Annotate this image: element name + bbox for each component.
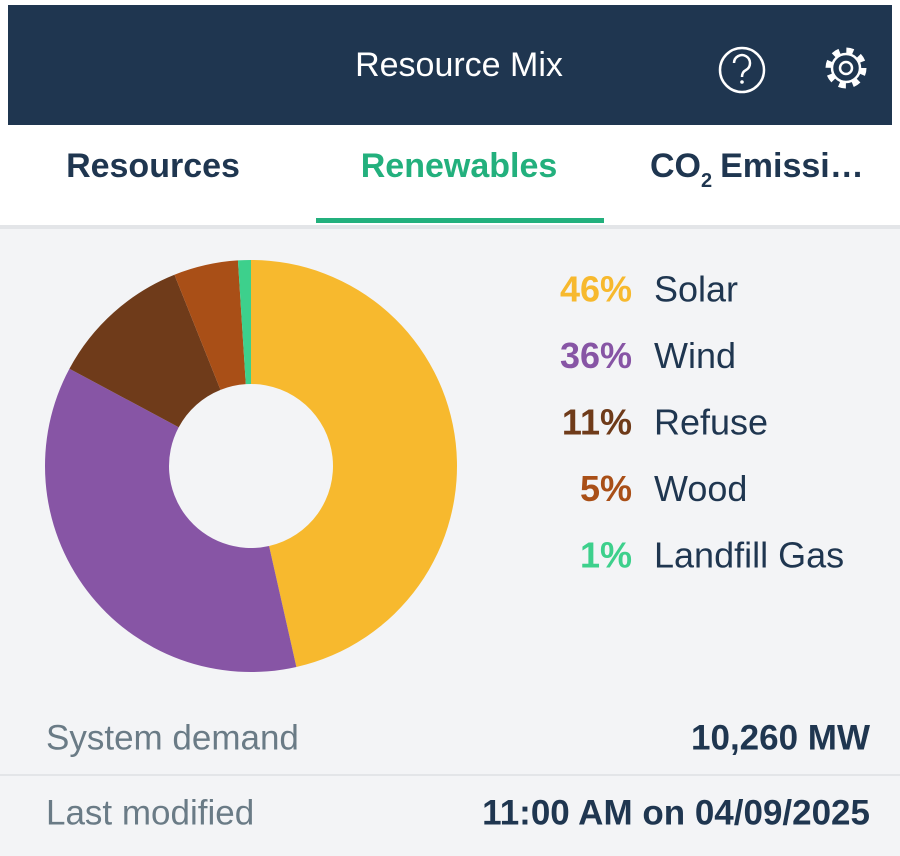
tab-subscript: 2 [701, 170, 712, 192]
settings-button[interactable] [825, 47, 867, 89]
row-divider [0, 774, 900, 776]
legend-label: Solar [654, 269, 738, 310]
tab-active[interactable]: Renewables [361, 147, 558, 185]
gear-teeth [825, 47, 867, 89]
legend-value: 36% [560, 335, 632, 376]
gear-hole [838, 60, 854, 76]
pie-slice [237, 260, 251, 385]
legend-value: 46% [560, 269, 632, 310]
tab-shadow [0, 225, 900, 229]
tab-bar [0, 125, 900, 225]
legend-label: Wood [654, 468, 747, 509]
tab-underline [316, 218, 604, 223]
gear-body [830, 52, 862, 84]
legend-label: Wind [654, 335, 736, 376]
pie-slice [44, 368, 297, 672]
tab-text: Emissi… [720, 147, 864, 185]
pie-slice [251, 260, 457, 667]
header-title: Resource Mix [355, 46, 563, 84]
header-bar [8, 5, 892, 125]
row-value: 11:00 AM on 04/09/2025 [482, 793, 870, 832]
legend-value: 5% [580, 468, 632, 509]
legend-value: 11% [562, 402, 632, 443]
tab[interactable]: CO2 Emissi… [650, 147, 864, 192]
row-label: System demand [46, 718, 299, 757]
help-icon-circle [718, 46, 766, 94]
tab[interactable]: Resources [66, 147, 240, 185]
help-icon-dot [740, 80, 744, 84]
legend-label: Refuse [654, 402, 768, 443]
pie-slice [69, 274, 221, 428]
legend-label: Landfill Gas [654, 535, 844, 576]
help-icon-mark [732, 53, 752, 78]
tab-text: CO [650, 147, 701, 185]
chart: 46% Solar 36% Wind 11% Refuse 5% Wood 1% Landfill… [44, 260, 844, 672]
help-button[interactable] [718, 46, 766, 94]
legend-value: 1% [580, 535, 632, 576]
pie-slice [174, 260, 246, 390]
row-value: 10,260 MW [691, 718, 870, 757]
row-label: Last modified [46, 793, 254, 832]
